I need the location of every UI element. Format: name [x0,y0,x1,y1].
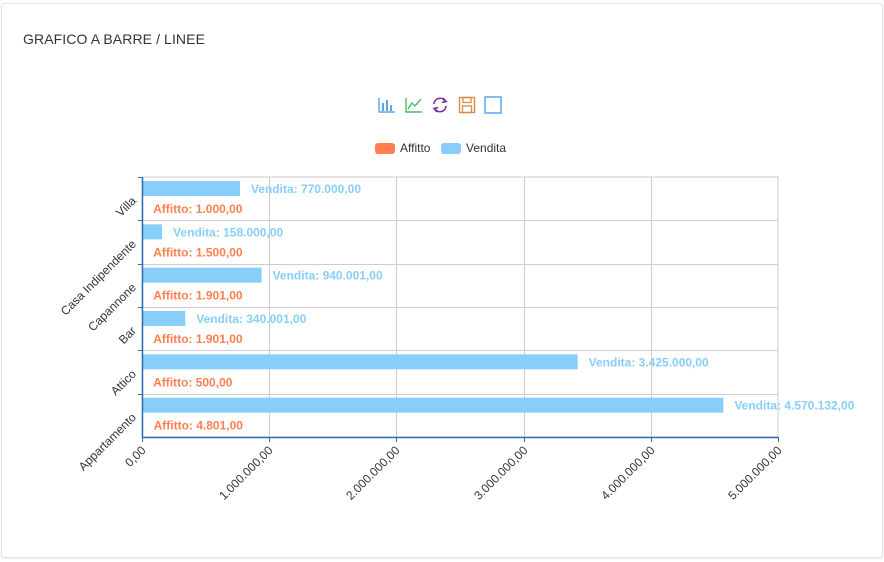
data-label-vendita: Vendita: 158.000,00 [173,225,283,239]
bar-vendita [142,267,262,283]
data-label-affitto: Affitto: 4.801,00 [154,419,244,433]
bar-vendita [142,181,240,196]
data-label-vendita: Vendita: 340.001,00 [196,312,306,326]
save-image-icon[interactable] [457,95,477,115]
x-tick-label: 2.000.000,00 [343,443,403,503]
x-tick-label: 0,00 [122,443,149,470]
bar-chart-icon[interactable] [377,95,397,115]
data-label-affitto: Affitto: 1.000,00 [153,202,243,216]
restore-icon[interactable] [430,95,450,115]
legend-label-vendita: Vendita [466,141,507,155]
data-label-affitto: Affitto: 1.901,00 [153,289,243,303]
x-tick-label: 4.000.000,00 [598,443,658,503]
x-tick-label: 5.000.000,00 [725,443,785,503]
x-tick-label: 1.000.000,00 [216,443,276,503]
x-tick-label: 3.000.000,00 [471,443,531,503]
line-chart-icon[interactable] [404,95,424,115]
data-label-vendita: Vendita: 940.001,00 [273,269,383,283]
data-view-icon[interactable] [483,95,503,115]
y-tick-label: Casa Indipendente [58,237,139,318]
data-label-vendita: Vendita: 3.425.000,00 [589,355,709,369]
bar-vendita [142,311,186,326]
bar-vendita [142,224,163,240]
data-label-vendita: Vendita: 4.570.132,00 [734,399,854,413]
data-label-affitto: Affitto: 500,00 [153,375,233,389]
legend-swatch-affitto [375,143,395,154]
y-tick-label: Bar [116,324,139,347]
data-label-vendita: Vendita: 770.000,00 [251,182,361,196]
data-label-affitto: Affitto: 1.901,00 [153,332,243,346]
bar-vendita [142,397,724,413]
y-tick-label: Villa [113,193,139,219]
y-tick-label: Attico [108,367,139,398]
data-label-affitto: Affitto: 1.500,00 [153,245,243,259]
panel-title: GRAFICO A BARRE / LINEE [23,31,206,47]
legend-swatch-vendita [441,143,461,154]
bar-vendita [142,354,578,370]
legend-label-affitto: Affitto [400,141,431,155]
